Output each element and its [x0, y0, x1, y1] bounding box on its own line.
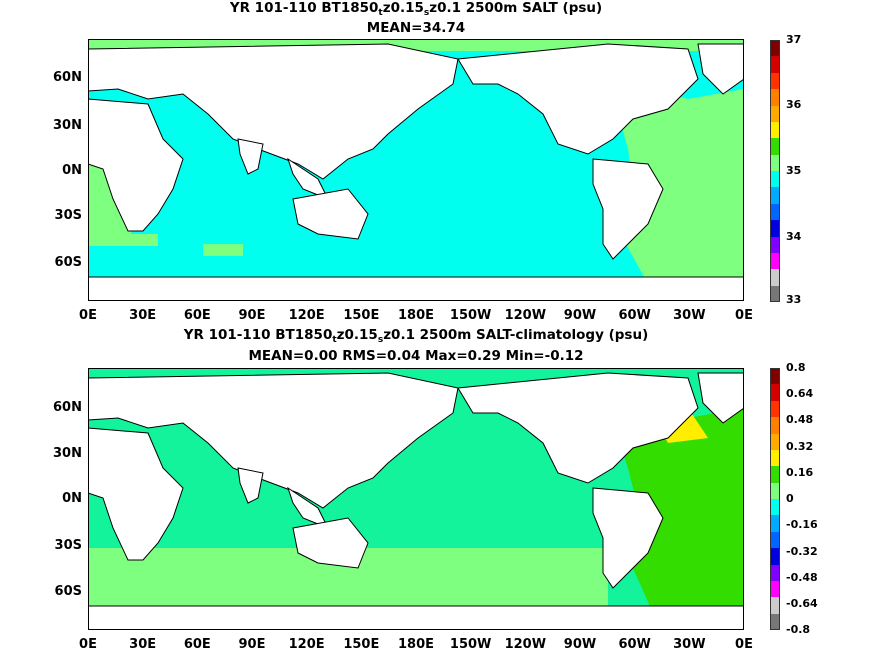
cbar1-label-34: 34	[786, 230, 802, 243]
x-label2-11: 30W	[673, 637, 706, 652]
x-label-6: 180E	[397, 308, 435, 323]
cbar1-segment	[770, 105, 780, 122]
salt-anomaly-map	[88, 368, 744, 630]
x-label2-9: 90W	[563, 637, 597, 652]
cbar2-label-1: 0.64	[786, 387, 814, 400]
cbar1-segment	[770, 121, 780, 139]
cbar1-label-35: 35	[786, 164, 802, 177]
cbar2-label-4: 0.16	[786, 466, 814, 479]
x-label-9: 90W	[563, 308, 597, 323]
x-label-12: 0E	[735, 308, 753, 323]
x-label-4: 120E	[288, 308, 325, 323]
cbar2-segment	[770, 384, 780, 401]
y-label-30s: 30S	[54, 208, 82, 223]
cbar2-segment	[770, 449, 780, 467]
x-label2-12: 0E	[735, 637, 753, 652]
x-label-8: 120W	[504, 308, 547, 323]
cbar1-label-33: 33	[786, 293, 802, 306]
cbar1-segment	[770, 138, 780, 155]
cbar1-segment	[770, 89, 780, 106]
cbar1-segment	[770, 252, 780, 270]
cbar1-segment	[770, 154, 780, 171]
colorbar-salt	[770, 40, 780, 302]
cbar1-segment	[770, 187, 780, 204]
x-label-0: 0E	[79, 308, 97, 323]
panel1-stats: MEAN=34.74	[366, 20, 466, 36]
x-label-11: 30W	[673, 308, 706, 323]
panel2-title: YR 101-110 BT1850tz0.15sz0.1 2500m SALT-…	[183, 327, 649, 345]
cbar1-segment	[770, 40, 780, 57]
cbar2-segment	[770, 482, 780, 499]
x-label-3: 90E	[238, 308, 266, 323]
y-label2-60s: 60S	[54, 584, 82, 599]
x-label2-10: 60W	[618, 637, 651, 652]
cbar2-label-8: -0.48	[786, 571, 818, 584]
x-label-1: 30E	[129, 308, 157, 323]
cbar2-segment	[770, 400, 780, 418]
x-label-2: 60E	[183, 308, 211, 323]
x-label2-0: 0E	[79, 637, 97, 652]
cbar1-label-37: 37	[786, 33, 802, 46]
panel1-title: YR 101-110 BT1850tz0.15sz0.1 2500m SALT …	[229, 0, 603, 18]
cbar1-segment	[770, 269, 780, 286]
y-label2-0n: 0N	[62, 491, 82, 506]
x-label2-3: 90E	[238, 637, 266, 652]
cbar1-segment	[770, 171, 780, 188]
cbar2-segment	[770, 597, 780, 614]
cbar2-label-2: 0.48	[786, 413, 814, 426]
y-label-60n: 60N	[53, 70, 82, 85]
cbar2-segment	[770, 499, 780, 516]
y-label2-30n: 30N	[53, 446, 82, 461]
cbar2-segment	[770, 368, 780, 385]
y-label-60s: 60S	[54, 255, 82, 270]
cbar2-segment	[770, 515, 780, 532]
cbar2-segment	[770, 580, 780, 598]
x-label2-6: 180E	[397, 637, 435, 652]
cbar2-label-0: 0.8	[786, 361, 806, 374]
cbar2-segment	[770, 564, 780, 581]
x-label2-5: 150E	[343, 637, 380, 652]
cbar2-segment	[770, 548, 780, 565]
y-label2-60n: 60N	[53, 400, 82, 415]
cbar2-segment	[770, 417, 780, 434]
cbar2-label-6: -0.16	[786, 518, 818, 531]
cbar1-segment	[770, 236, 780, 253]
cbar1-segment	[770, 56, 780, 73]
y-label-0n: 0N	[62, 163, 82, 178]
x-label2-8: 120W	[504, 637, 547, 652]
cbar1-segment	[770, 203, 780, 221]
cbar2-label-7: -0.32	[786, 545, 818, 558]
x-label2-2: 60E	[183, 637, 211, 652]
x-label2-7: 150W	[449, 637, 492, 652]
cbar2-label-5: 0	[786, 492, 794, 505]
salt-map	[88, 39, 744, 301]
x-label-7: 150W	[449, 308, 492, 323]
y-label-30n: 30N	[53, 118, 82, 133]
cbar2-segment	[770, 531, 780, 549]
cbar1-segment	[770, 220, 780, 237]
cbar2-label-3: 0.32	[786, 440, 814, 453]
cbar2-label-9: -0.64	[786, 597, 818, 610]
x-label2-4: 120E	[288, 637, 325, 652]
cbar2-segment	[770, 433, 780, 450]
cbar1-segment	[770, 72, 780, 90]
y-label2-30s: 30S	[54, 538, 82, 553]
cbar1-label-36: 36	[786, 98, 802, 111]
x-label2-1: 30E	[129, 637, 157, 652]
x-label-10: 60W	[618, 308, 651, 323]
panel2-stats: MEAN=0.00 RMS=0.04 Max=0.29 Min=-0.12	[248, 348, 584, 364]
cbar2-label-10: -0.8	[786, 623, 811, 636]
cbar2-segment	[770, 613, 780, 630]
x-label-5: 150E	[343, 308, 380, 323]
cbar1-segment	[770, 285, 780, 302]
colorbar-anomaly	[770, 368, 780, 630]
cbar2-segment	[770, 466, 780, 483]
